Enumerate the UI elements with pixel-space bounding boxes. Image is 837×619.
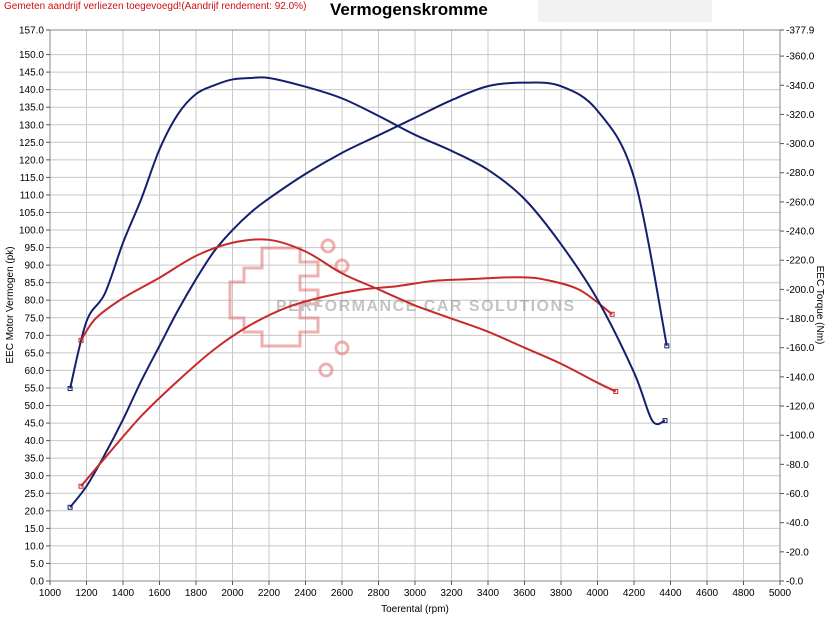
y-tick-label: 65.0 xyxy=(25,348,45,359)
x-tick-label: 5000 xyxy=(769,588,792,599)
series-line-3 xyxy=(69,76,666,426)
y2-tick-label: -100.0 xyxy=(786,431,815,442)
y2-axis-label: EEC Torque (Nm) xyxy=(814,266,825,345)
y-tick-label: 150.0 xyxy=(19,50,44,61)
series-line-1 xyxy=(69,81,668,508)
x-tick-label: 3400 xyxy=(477,588,500,599)
y-tick-label: 130.0 xyxy=(19,120,44,131)
y2-tick-label: -360.0 xyxy=(786,52,815,63)
y-tick-label: 80.0 xyxy=(25,296,45,307)
series-line-2 xyxy=(80,276,613,487)
series-end-marker xyxy=(609,311,615,317)
y2-tick-label: -300.0 xyxy=(786,139,815,150)
watermark-text: PERFORMANCE CAR SOLUTIONS xyxy=(276,298,576,315)
y2-tick-label: -220.0 xyxy=(786,256,815,267)
y-axis-label: EEC Motor Vermogen (pk) xyxy=(5,246,16,363)
series-start-marker xyxy=(78,337,84,343)
y-tick-label: 110.0 xyxy=(20,190,45,201)
x-tick-label: 4000 xyxy=(586,588,609,599)
chart-title: Vermogenskromme xyxy=(330,0,488,19)
series-start-marker xyxy=(67,386,73,392)
y-tick-label: 90.0 xyxy=(25,261,45,272)
y2-tick-label: -40.0 xyxy=(786,518,809,529)
series-end-marker xyxy=(613,388,619,394)
x-tick-label: 2600 xyxy=(331,588,354,599)
y-tick-label: 30.0 xyxy=(25,471,45,482)
y-tick-label: 135.0 xyxy=(19,103,44,114)
y-tick-label: 140.0 xyxy=(19,85,44,96)
x-tick-label: 1600 xyxy=(148,588,171,599)
x-tick-label: 3600 xyxy=(513,588,536,599)
y-tick-label: 120.0 xyxy=(19,155,44,166)
y-tick-label: 45.0 xyxy=(25,419,45,430)
series-start-marker xyxy=(78,483,84,489)
series-start-marker xyxy=(67,504,73,510)
y2-tick-label: -140.0 xyxy=(786,372,815,383)
y-tick-label: 85.0 xyxy=(25,278,45,289)
y2-tick-label: -160.0 xyxy=(786,343,815,354)
y-tick-label: 95.0 xyxy=(25,243,45,254)
y-tick-label: 0.0 xyxy=(30,577,44,588)
x-tick-label: 1200 xyxy=(75,588,98,599)
y2-tick-label: -60.0 xyxy=(786,489,809,500)
y2-tick-label: -320.0 xyxy=(786,110,815,121)
y-tick-label: 115.0 xyxy=(20,173,45,184)
y-tick-label: 60.0 xyxy=(25,366,45,377)
y-tick-label: 25.0 xyxy=(25,489,45,500)
y2-tick-label: -0.0 xyxy=(786,577,804,588)
y2-tick-label: -20.0 xyxy=(786,547,809,558)
x-tick-label: 4600 xyxy=(696,588,719,599)
series-end-marker xyxy=(662,418,668,424)
x-tick-label: 1000 xyxy=(39,588,62,599)
y2-tick-label: -120.0 xyxy=(786,402,815,413)
title-background xyxy=(538,0,712,22)
axes: 1000 1200 1400 1600 1800 2000 2200 2400 2600 2800… xyxy=(19,26,815,600)
y-tick-label: 5.0 xyxy=(30,559,44,570)
y-tick-label: 50.0 xyxy=(25,401,45,412)
x-tick-label: 1400 xyxy=(112,588,135,599)
y-tick-label: 15.0 xyxy=(25,524,45,535)
gear-logo-icon xyxy=(228,238,350,378)
x-tick-label: 2000 xyxy=(221,588,244,599)
x-tick-label: 1800 xyxy=(185,588,208,599)
watermark-logo: PERFORMANCE CAR SOLUTIONS xyxy=(228,238,576,378)
y-tick-label: 55.0 xyxy=(25,383,45,394)
series-end-marker xyxy=(664,343,670,349)
y-tick-label: 157.0 xyxy=(19,26,44,37)
y-tick-label: 40.0 xyxy=(25,436,45,447)
y2-tick-label: -280.0 xyxy=(786,168,815,179)
y2-tick-label: -377.9 xyxy=(786,26,815,37)
x-tick-label: 3200 xyxy=(440,588,463,599)
series-line-4 xyxy=(80,238,617,393)
y-tick-label: 20.0 xyxy=(25,506,45,517)
x-tick-label: 4200 xyxy=(623,588,646,599)
y-tick-label: 75.0 xyxy=(25,313,45,324)
x-tick-label: 2400 xyxy=(294,588,317,599)
y-tick-label: 145.0 xyxy=(19,68,44,79)
x-axis-label: Toerental (rpm) xyxy=(381,604,449,615)
y2-tick-label: -260.0 xyxy=(786,197,815,208)
x-tick-label: 2200 xyxy=(258,588,281,599)
y2-tick-label: -180.0 xyxy=(786,314,815,325)
y-tick-label: 125.0 xyxy=(19,138,44,149)
x-tick-label: 2800 xyxy=(367,588,390,599)
y-tick-label: 10.0 xyxy=(25,541,45,552)
x-tick-label: 4400 xyxy=(659,588,682,599)
x-tick-label: 3800 xyxy=(550,588,573,599)
drivetrain-loss-note: Gemeten aandrijf verliezen toegevoegd!(A… xyxy=(4,1,307,12)
y-tick-label: 105.0 xyxy=(19,208,44,219)
y2-tick-label: -80.0 xyxy=(786,460,809,471)
x-tick-label: 4800 xyxy=(732,588,755,599)
y2-tick-label: -340.0 xyxy=(786,81,815,92)
y-tick-label: 70.0 xyxy=(25,331,45,342)
y2-tick-label: -200.0 xyxy=(786,285,815,296)
y2-tick-label: -240.0 xyxy=(786,227,815,238)
series-lines xyxy=(67,76,670,510)
y-tick-label: 35.0 xyxy=(25,454,45,465)
y-tick-label: 100.0 xyxy=(19,226,44,237)
x-tick-label: 3000 xyxy=(404,588,427,599)
